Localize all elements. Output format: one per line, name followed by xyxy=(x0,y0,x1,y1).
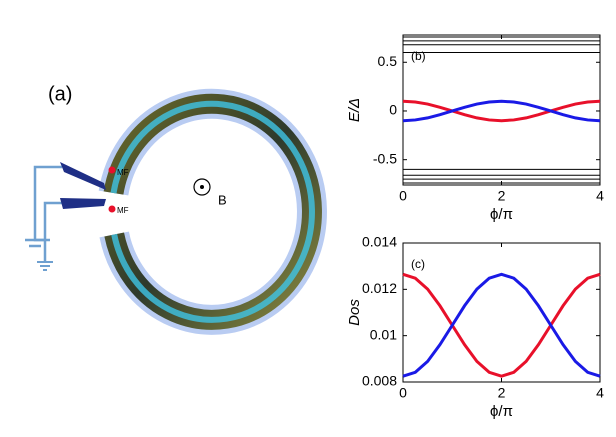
ring-highlight xyxy=(110,100,315,323)
diagram: MF MF B (a) xyxy=(25,83,327,335)
series-line xyxy=(402,272,601,378)
panel-label: (c) xyxy=(411,257,425,271)
series-line xyxy=(402,272,601,378)
majorana-dot xyxy=(108,166,116,174)
y-axis-label: E/Δ xyxy=(346,98,363,122)
y-axis-label: Dos xyxy=(346,299,363,326)
electrode xyxy=(60,162,106,190)
field-symbol xyxy=(193,178,211,196)
mf-label: MF xyxy=(117,168,129,177)
y-tick-label: 0.008 xyxy=(362,373,397,389)
mf-label: MF xyxy=(117,206,129,215)
y-tick-label: -0.5 xyxy=(373,150,397,166)
x-axis-label: ϕ/π xyxy=(490,206,513,223)
field-label: B xyxy=(218,192,227,207)
majorana-dot xyxy=(108,205,116,213)
panel-label: (b) xyxy=(411,49,426,63)
x-tick-label: 2 xyxy=(498,385,506,401)
field-symbol-dot xyxy=(200,185,204,189)
y-tick-label: 0 xyxy=(389,102,397,118)
y-tick-label: 0.014 xyxy=(362,234,397,250)
x-tick-label: 4 xyxy=(596,385,604,401)
y-tick-label: 0.01 xyxy=(370,326,397,342)
x-tick-label: 2 xyxy=(498,188,506,204)
electrode xyxy=(60,198,106,209)
panel-label: (a) xyxy=(48,83,72,105)
series-line xyxy=(402,99,601,123)
x-axis-label: ϕ/π xyxy=(490,403,513,420)
wire xyxy=(43,201,62,262)
y-tick-label: 0.012 xyxy=(362,280,397,296)
plot-frame xyxy=(402,242,601,383)
x-tick-label: 0 xyxy=(399,385,407,401)
x-tick-label: 4 xyxy=(596,188,604,204)
plot-frame xyxy=(402,34,601,186)
series-line xyxy=(402,99,601,123)
y-tick-label: 0.5 xyxy=(378,53,398,69)
x-tick-label: 0 xyxy=(399,188,407,204)
